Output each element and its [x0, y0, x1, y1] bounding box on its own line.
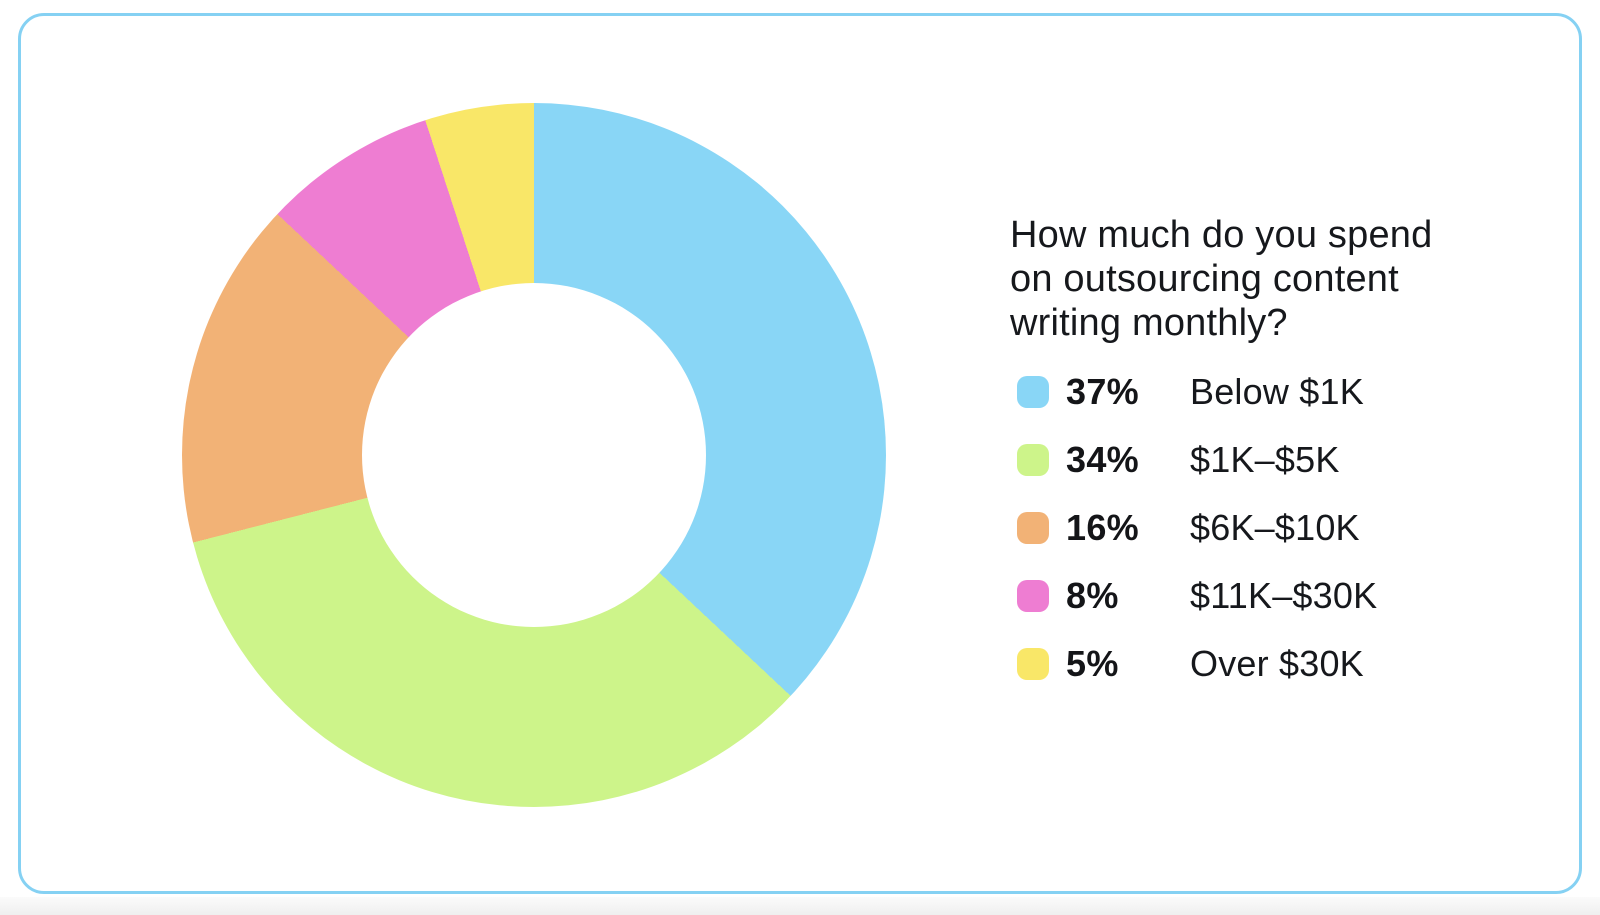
chart-title-line: on outsourcing content — [1010, 258, 1399, 300]
legend-percent: 37% — [1066, 370, 1139, 412]
chart-title-line: How much do you spend — [1010, 214, 1433, 256]
legend-percent: 5% — [1066, 642, 1119, 684]
legend-row: 16% $6K–$10K — [1017, 507, 1377, 548]
legend-row: 5% Over $30K — [1017, 643, 1377, 684]
chart-title: How much do you spend on outsourcing con… — [1010, 213, 1490, 345]
legend-row: 34% $1K–$5K — [1017, 439, 1377, 480]
page-bottom-edge — [0, 897, 1600, 915]
legend-label: Over $30K — [1190, 642, 1364, 684]
legend-label: $11K–$30K — [1190, 574, 1378, 616]
donut-hole — [362, 283, 706, 627]
legend-swatch-icon — [1017, 647, 1049, 680]
chart-legend: 37% Below $1K 34% $1K–$5K 16% $6K–$10K 8… — [1017, 371, 1377, 684]
legend-label: $1K–$5K — [1190, 438, 1340, 480]
legend-row: 37% Below $1K — [1017, 371, 1377, 412]
legend-swatch-icon — [1017, 443, 1049, 476]
legend-label: $6K–$10K — [1190, 506, 1360, 548]
legend-percent: 8% — [1066, 574, 1119, 616]
chart-card: How much do you spend on outsourcing con… — [18, 13, 1582, 894]
legend-swatch-icon — [1017, 375, 1049, 408]
chart-title-line: writing monthly? — [1010, 302, 1288, 344]
legend-swatch-icon — [1017, 579, 1049, 612]
legend-percent: 16% — [1066, 506, 1139, 548]
legend-row: 8% $11K–$30K — [1017, 575, 1377, 616]
legend-swatch-icon — [1017, 511, 1049, 544]
donut-chart — [182, 103, 886, 807]
legend-label: Below $1K — [1190, 370, 1364, 412]
legend-percent: 34% — [1066, 438, 1139, 480]
